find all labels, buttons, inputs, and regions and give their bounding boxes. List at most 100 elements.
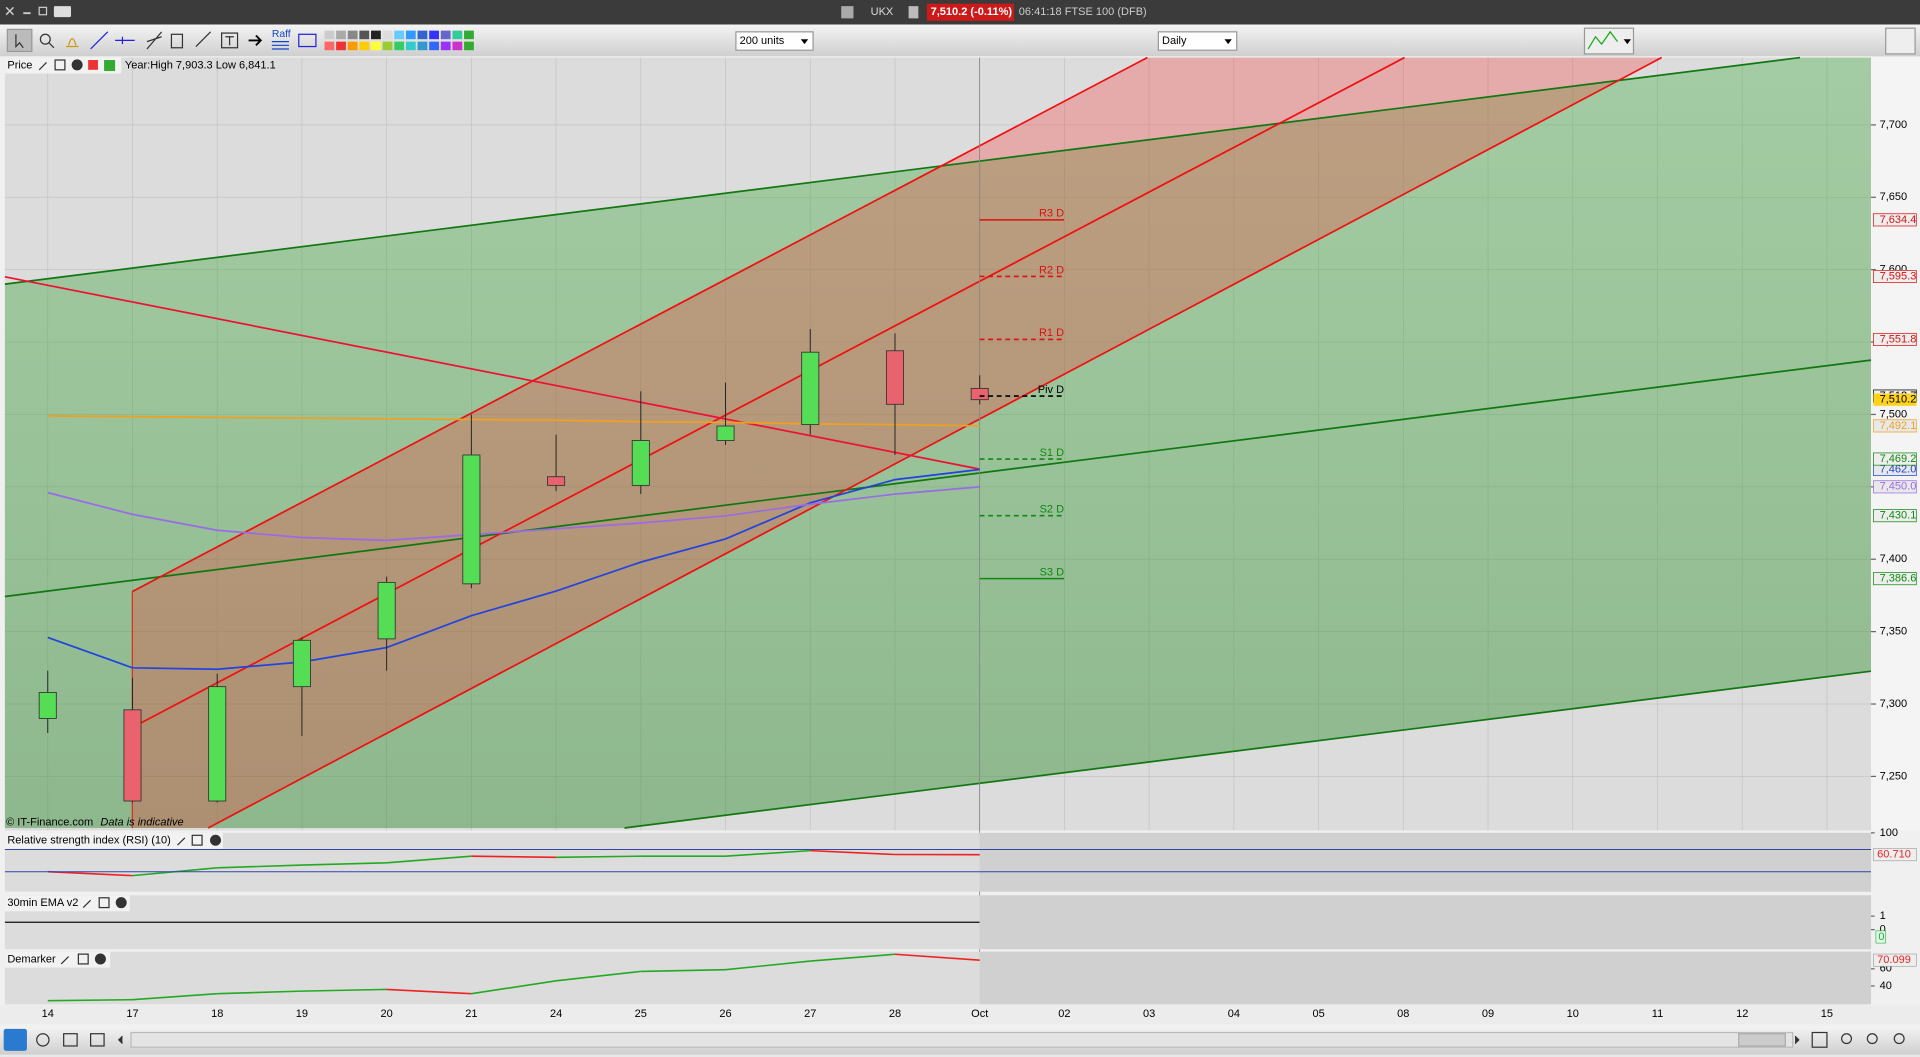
indicator-segment bbox=[640, 968, 726, 973]
indicator-segment bbox=[217, 990, 302, 995]
indicator-segment bbox=[47, 998, 133, 1002]
candle-body bbox=[377, 581, 396, 640]
price-tag-label: 7,430.1 bbox=[1880, 510, 1917, 522]
date-label: 17 bbox=[126, 1008, 138, 1020]
price-tag-label: 7,551.8 bbox=[1880, 333, 1917, 345]
swatch[interactable] bbox=[336, 30, 346, 40]
price-tag bbox=[1873, 572, 1917, 586]
swatch[interactable] bbox=[394, 41, 405, 51]
swatch[interactable] bbox=[347, 30, 358, 40]
price-badge bbox=[926, 3, 1014, 21]
price-axis bbox=[1871, 57, 1920, 831]
date-label: Oct bbox=[971, 1008, 988, 1020]
interval-select[interactable] bbox=[1157, 31, 1238, 51]
swatch[interactable] bbox=[324, 41, 335, 51]
value-tag-label: 60.710 bbox=[1877, 849, 1911, 861]
copyright: © IT-Finance.com bbox=[6, 816, 93, 828]
disclaimer: Data is indicative bbox=[100, 816, 183, 828]
candle-body bbox=[547, 476, 566, 486]
swatch[interactable] bbox=[382, 30, 393, 40]
value-tag bbox=[1875, 930, 1887, 944]
ema-series: 1 00 bbox=[4, 910, 1887, 944]
price-tag-label: 7,386.6 bbox=[1880, 573, 1917, 585]
pivot-name: R1 D bbox=[1039, 327, 1064, 339]
price-tick-label: 7,650 bbox=[1880, 191, 1908, 203]
date-label: 11 bbox=[1652, 1008, 1663, 1020]
panel-buttons[interactable] bbox=[82, 897, 127, 909]
info-icon[interactable] bbox=[908, 6, 919, 19]
indicator-segment bbox=[471, 980, 557, 995]
date-label: 10 bbox=[1567, 1008, 1579, 1020]
indicator-segment bbox=[301, 988, 387, 992]
swatch[interactable] bbox=[347, 41, 358, 51]
pivot-name: Piv D bbox=[1038, 384, 1064, 396]
swatch[interactable] bbox=[417, 41, 428, 51]
panel-title: 30min EMA v2 bbox=[7, 897, 78, 909]
swatch[interactable] bbox=[429, 41, 439, 51]
drawing-tools[interactable] bbox=[6, 28, 317, 53]
side-panel-toggle[interactable] bbox=[1885, 27, 1916, 55]
panel-buttons[interactable] bbox=[38, 59, 116, 72]
swatch[interactable] bbox=[452, 41, 463, 51]
price-tag bbox=[1873, 213, 1917, 227]
future-area bbox=[979, 895, 1872, 950]
price-tag bbox=[1873, 480, 1917, 494]
swatch[interactable] bbox=[452, 30, 463, 40]
window-controls[interactable] bbox=[5, 6, 72, 18]
swatch[interactable] bbox=[405, 41, 416, 51]
indicator-icon bbox=[1587, 30, 1619, 50]
trend-lines bbox=[4, 56, 1872, 829]
raff-tool[interactable]: Raff bbox=[272, 29, 291, 40]
swatch[interactable] bbox=[336, 41, 346, 51]
swatch[interactable] bbox=[371, 41, 381, 51]
units-value: 200 units bbox=[740, 35, 785, 47]
panel-header bbox=[4, 832, 223, 849]
date-label: 19 bbox=[296, 1008, 308, 1020]
price-tag-label: 7,595.3 bbox=[1880, 270, 1917, 282]
swatch[interactable] bbox=[417, 30, 428, 40]
price-tick-label: 7,700 bbox=[1880, 119, 1908, 131]
indicator-segment bbox=[556, 970, 641, 982]
indicator-segment bbox=[556, 855, 641, 859]
price-tag bbox=[1873, 452, 1917, 466]
pivot-name: R3 D bbox=[1039, 208, 1064, 220]
swatch[interactable] bbox=[429, 30, 439, 40]
date-label: 05 bbox=[1312, 1008, 1324, 1020]
price-tick-label: 7,500 bbox=[1880, 408, 1908, 420]
last-price-label: 7,510.2 bbox=[1880, 394, 1917, 406]
pivot-name: S3 D bbox=[1040, 566, 1065, 578]
future-area bbox=[979, 951, 1872, 1005]
swatch[interactable] bbox=[464, 30, 474, 40]
indicator-segment bbox=[386, 855, 472, 864]
tick-label: 40 bbox=[1880, 980, 1892, 992]
tick-label: 100 bbox=[1880, 827, 1898, 839]
panel-buttons[interactable] bbox=[177, 834, 222, 846]
pivot-name: S2 D bbox=[1040, 503, 1065, 515]
swatch[interactable] bbox=[405, 30, 416, 40]
swatch[interactable] bbox=[464, 41, 474, 51]
panel-buttons[interactable] bbox=[60, 953, 106, 965]
swatch[interactable] bbox=[382, 41, 393, 51]
share-button[interactable] bbox=[3, 1028, 27, 1051]
units-select[interactable] bbox=[735, 31, 814, 51]
swatch[interactable] bbox=[440, 30, 451, 40]
swatch[interactable] bbox=[359, 41, 370, 51]
price-tag bbox=[1873, 332, 1917, 346]
bottom-tools[interactable] bbox=[36, 1031, 1905, 1048]
indicator-segment bbox=[810, 849, 896, 856]
interval-value: Daily bbox=[1162, 35, 1187, 47]
date-label: 08 bbox=[1397, 1008, 1409, 1020]
swatch[interactable] bbox=[324, 30, 335, 40]
swatch[interactable] bbox=[359, 30, 370, 40]
swatch[interactable] bbox=[394, 30, 405, 40]
date-label: 25 bbox=[635, 1008, 647, 1020]
swatch[interactable] bbox=[371, 30, 381, 40]
price-tick-label: 7,300 bbox=[1880, 698, 1908, 710]
dropdown-arrow bbox=[1224, 39, 1232, 45]
color-swatches[interactable] bbox=[324, 30, 474, 51]
swatch[interactable] bbox=[440, 41, 451, 51]
date-label: 15 bbox=[1821, 1008, 1833, 1020]
candle-body bbox=[716, 425, 735, 441]
